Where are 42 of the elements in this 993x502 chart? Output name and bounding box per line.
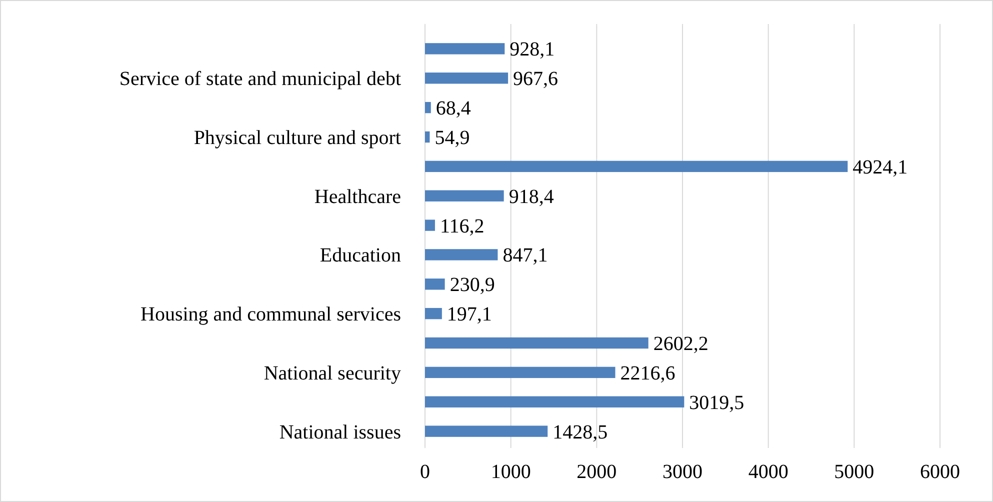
bar xyxy=(425,396,684,408)
bar xyxy=(425,160,848,172)
x-tick-label: 4000 xyxy=(748,461,788,483)
bar xyxy=(425,72,508,84)
bar xyxy=(425,43,505,54)
data-label: 967,6 xyxy=(513,68,558,90)
data-label: 68,4 xyxy=(436,98,471,120)
data-label: 116,2 xyxy=(440,215,484,238)
y-tick-label: Service of state and municipal debt xyxy=(119,68,402,90)
bar xyxy=(425,102,431,114)
data-label: 847,1 xyxy=(502,244,548,267)
y-tick-label: National issues xyxy=(279,421,402,444)
bar xyxy=(425,308,442,320)
data-label: 2216,6 xyxy=(620,362,676,384)
x-tick-label: 3000 xyxy=(662,461,702,483)
y-tick-label: Housing and communal services xyxy=(140,304,402,326)
x-tick-label: 2000 xyxy=(576,461,617,483)
x-tick-label: 5000 xyxy=(834,461,874,483)
data-label: 918,4 xyxy=(508,186,554,208)
bar xyxy=(425,426,548,437)
y-tick-label: Physical culture and sport xyxy=(194,127,402,149)
data-label: 4924,1 xyxy=(852,156,908,178)
data-label: 197,1 xyxy=(446,304,492,326)
data-label: 54,9 xyxy=(434,127,470,149)
data-label: 928,1 xyxy=(510,38,555,61)
bar xyxy=(425,131,430,143)
y-tick-label: Healthcare xyxy=(314,186,402,208)
data-label: 2602,2 xyxy=(653,333,708,355)
y-tick-label: Education xyxy=(320,244,401,267)
data-label: 3019,5 xyxy=(689,392,744,414)
x-tick-label: 6000 xyxy=(920,461,960,483)
bar xyxy=(425,337,648,349)
bar xyxy=(425,220,435,231)
bar xyxy=(425,278,445,290)
data-label: 1428,5 xyxy=(552,421,608,444)
y-tick-label: National security xyxy=(264,362,401,384)
x-tick-label: 1000 xyxy=(490,461,531,483)
bar xyxy=(425,366,616,378)
data-label: 230,9 xyxy=(450,274,495,296)
bar xyxy=(425,190,504,202)
x-tick-label: 0 xyxy=(420,461,430,483)
bar xyxy=(425,249,498,260)
